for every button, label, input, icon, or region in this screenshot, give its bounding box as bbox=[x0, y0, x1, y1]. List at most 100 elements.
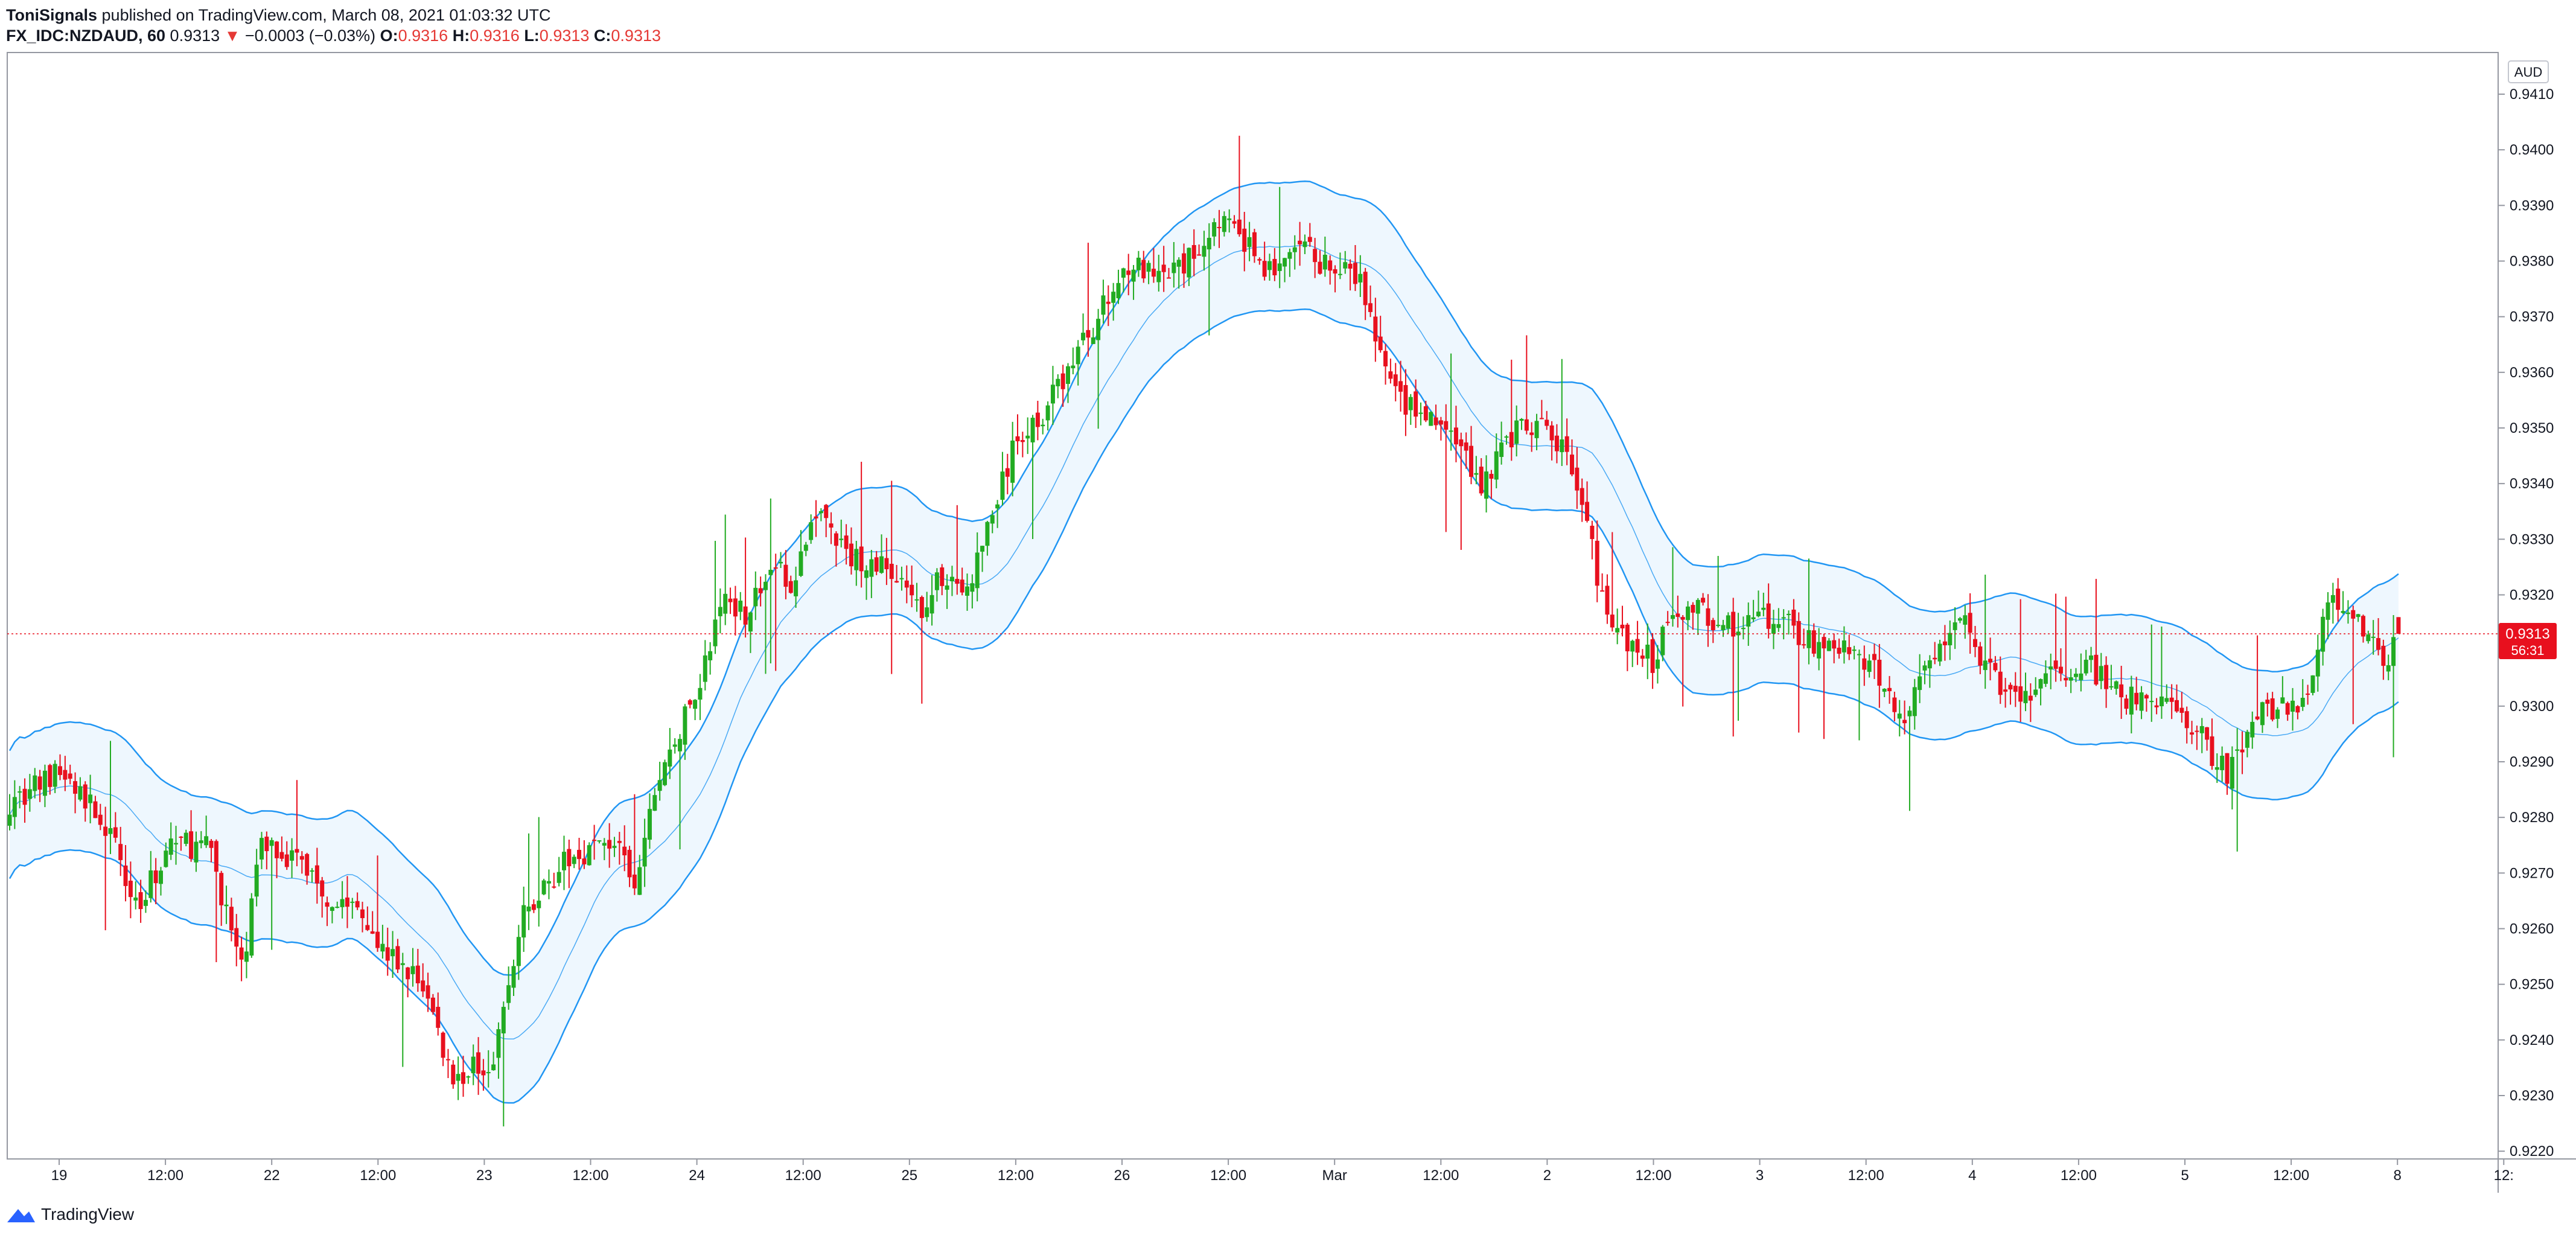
candle[interactable] bbox=[1337, 252, 1342, 279]
candle[interactable] bbox=[1957, 617, 1962, 624]
candle[interactable] bbox=[1176, 257, 1181, 289]
candle[interactable] bbox=[1937, 639, 1942, 666]
candle[interactable] bbox=[37, 770, 42, 802]
symbol-label[interactable]: FX_IDC:NZDAUD, 60 bbox=[6, 27, 166, 45]
candle[interactable] bbox=[1645, 623, 1650, 680]
candle[interactable] bbox=[617, 832, 622, 865]
candle[interactable] bbox=[2275, 707, 2280, 729]
candle[interactable] bbox=[244, 931, 249, 978]
candle[interactable] bbox=[1953, 607, 1957, 649]
candle[interactable] bbox=[2068, 669, 2073, 694]
candle[interactable] bbox=[148, 850, 153, 903]
candle[interactable] bbox=[275, 841, 279, 878]
candle[interactable] bbox=[350, 898, 355, 919]
candle[interactable] bbox=[1595, 520, 1599, 602]
candle[interactable] bbox=[1787, 610, 1791, 635]
candle[interactable] bbox=[2225, 753, 2230, 795]
candle[interactable] bbox=[748, 611, 753, 653]
candle[interactable] bbox=[1524, 335, 1529, 435]
candle[interactable] bbox=[1101, 279, 1106, 324]
candle[interactable] bbox=[1086, 243, 1091, 357]
candle[interactable] bbox=[2043, 660, 2048, 688]
candle[interactable] bbox=[1539, 400, 1544, 420]
candle[interactable] bbox=[537, 817, 541, 927]
candle[interactable] bbox=[2376, 618, 2380, 656]
candle[interactable] bbox=[1660, 625, 1665, 662]
candle[interactable] bbox=[2038, 678, 2043, 706]
candle[interactable] bbox=[1766, 583, 1771, 639]
candle[interactable] bbox=[612, 837, 617, 857]
candle[interactable] bbox=[1116, 269, 1121, 304]
candle[interactable] bbox=[199, 831, 203, 849]
candle[interactable] bbox=[2003, 678, 2008, 708]
candle[interactable] bbox=[27, 774, 32, 812]
candle[interactable] bbox=[637, 855, 642, 895]
candle[interactable] bbox=[2341, 591, 2345, 614]
candle[interactable] bbox=[48, 764, 53, 795]
candle[interactable] bbox=[491, 1052, 496, 1071]
candle[interactable] bbox=[1519, 418, 1524, 430]
candle[interactable] bbox=[501, 1001, 506, 1127]
candle[interactable] bbox=[299, 851, 304, 874]
candle[interactable] bbox=[1136, 251, 1141, 277]
candle[interactable] bbox=[642, 819, 647, 887]
candle[interactable] bbox=[758, 576, 763, 607]
candle[interactable] bbox=[375, 855, 380, 952]
candle[interactable] bbox=[1202, 231, 1207, 271]
candle[interactable] bbox=[1691, 602, 1695, 630]
candle[interactable] bbox=[2018, 599, 2023, 723]
candle[interactable] bbox=[1580, 478, 1584, 522]
candle[interactable] bbox=[264, 831, 269, 870]
candle[interactable] bbox=[1590, 520, 1595, 560]
candle[interactable] bbox=[471, 1044, 476, 1085]
candle[interactable] bbox=[1242, 212, 1247, 272]
candle[interactable] bbox=[2129, 675, 2134, 733]
candle[interactable] bbox=[526, 833, 531, 930]
candle[interactable] bbox=[1459, 432, 1464, 550]
candle[interactable] bbox=[1796, 612, 1801, 733]
candle[interactable] bbox=[1802, 628, 1806, 649]
candle[interactable] bbox=[1302, 234, 1307, 255]
candle[interactable] bbox=[78, 777, 83, 802]
candle[interactable] bbox=[1298, 222, 1302, 266]
candle[interactable] bbox=[138, 879, 143, 923]
candle[interactable] bbox=[365, 906, 370, 931]
candle[interactable] bbox=[1701, 593, 1706, 606]
candle[interactable] bbox=[587, 842, 591, 866]
candle[interactable] bbox=[945, 574, 949, 609]
candle[interactable] bbox=[118, 826, 123, 876]
candle[interactable] bbox=[1867, 654, 1872, 678]
candle[interactable] bbox=[1933, 642, 1937, 665]
candle[interactable] bbox=[1983, 574, 1988, 689]
candle[interactable] bbox=[2220, 746, 2225, 782]
candle[interactable] bbox=[1671, 547, 1675, 627]
candle[interactable] bbox=[284, 841, 289, 870]
candle[interactable] bbox=[556, 857, 561, 887]
candle[interactable] bbox=[1005, 453, 1010, 494]
candle[interactable] bbox=[1872, 643, 1876, 679]
candle[interactable] bbox=[1852, 645, 1857, 660]
candle[interactable] bbox=[698, 674, 703, 720]
candle[interactable] bbox=[426, 972, 430, 1012]
candle[interactable] bbox=[461, 1056, 465, 1097]
candle[interactable] bbox=[511, 959, 516, 996]
candle[interactable] bbox=[2250, 711, 2255, 749]
candle[interactable] bbox=[1504, 435, 1509, 445]
candle[interactable] bbox=[1373, 298, 1378, 362]
candle[interactable] bbox=[904, 565, 909, 604]
candle[interactable] bbox=[965, 573, 969, 611]
candle[interactable] bbox=[1978, 642, 1983, 674]
candle[interactable] bbox=[1272, 247, 1277, 281]
candle[interactable] bbox=[1081, 313, 1086, 345]
candle[interactable] bbox=[42, 764, 47, 808]
candle[interactable] bbox=[2048, 653, 2053, 689]
candle[interactable] bbox=[668, 728, 672, 779]
candle[interactable] bbox=[234, 914, 239, 966]
candle[interactable] bbox=[546, 869, 551, 899]
candle[interactable] bbox=[1348, 259, 1353, 291]
candle[interactable] bbox=[975, 532, 980, 602]
candle[interactable] bbox=[1514, 405, 1519, 457]
candle[interactable] bbox=[2058, 648, 2063, 681]
candle[interactable] bbox=[531, 899, 536, 913]
candle[interactable] bbox=[1675, 595, 1680, 628]
